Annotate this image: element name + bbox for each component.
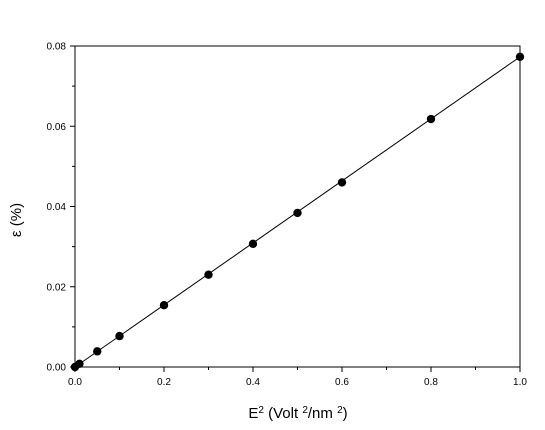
data-point (115, 331, 124, 341)
y-tick-label: 0.00 (47, 363, 67, 374)
y-tick-label: 0.04 (47, 202, 67, 213)
x-tick-label: 0.6 (335, 377, 349, 388)
y-tick-label: 0.08 (47, 42, 67, 53)
data-point (93, 347, 102, 356)
y-tick-label: 0.06 (47, 122, 67, 133)
data-point (293, 208, 302, 218)
y-tick-label: 0.02 (47, 282, 67, 293)
x-tick-label: 0.0 (68, 377, 82, 388)
y-axis-title: ε (%) (8, 203, 25, 237)
plot-frame (74, 45, 521, 368)
data-point (75, 359, 84, 368)
plot-area (74, 45, 521, 368)
x-tick-label: 1.0 (513, 377, 527, 388)
data-point (426, 114, 436, 124)
data-point (159, 301, 169, 310)
x-tick-label: 0.2 (157, 377, 171, 388)
x-axis: 0.0 0.2 0.4 0.6 0.8 1.0 (68, 367, 527, 388)
data-point (337, 178, 347, 187)
data-point (204, 270, 213, 279)
x-axis-title: E2 (Volt 2/nm 2) (248, 405, 347, 423)
data-points (70, 52, 525, 372)
x-tick-label: 0.4 (246, 377, 260, 388)
x-tick-label: 0.8 (424, 377, 438, 388)
y-axis: 0.00 0.02 0.04 0.06 0.08 (47, 42, 75, 374)
data-point (248, 239, 258, 249)
data-point (515, 52, 525, 62)
